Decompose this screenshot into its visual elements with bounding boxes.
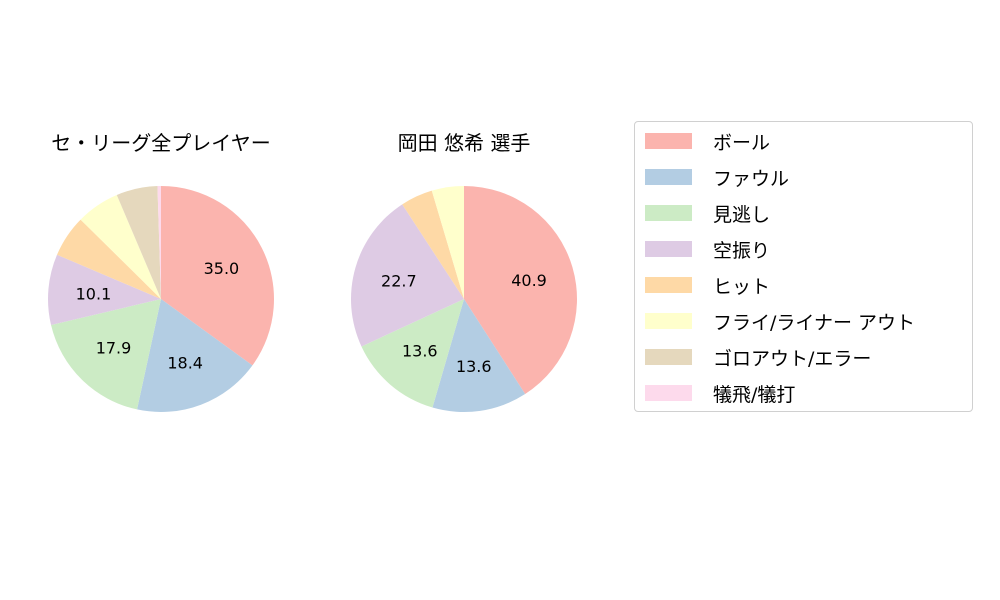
legend-label: 犠飛/犠打 xyxy=(713,383,796,406)
pie-slice xyxy=(47,254,161,326)
legend-swatch xyxy=(645,277,692,293)
legend-label: ヒット xyxy=(713,275,771,298)
pie-slice xyxy=(80,195,161,299)
slice-value-label: 13.6 xyxy=(402,341,438,360)
pie-slice xyxy=(57,219,161,299)
slice-value-label: 22.7 xyxy=(381,271,417,290)
pie-slice xyxy=(137,299,253,413)
legend-swatch xyxy=(645,169,692,185)
pie-slice xyxy=(161,186,274,366)
pie-slice xyxy=(51,299,161,410)
pie-slice xyxy=(361,299,464,408)
legend-label: フライ/ライナー アウト xyxy=(713,311,916,334)
pie-slice xyxy=(402,190,464,299)
pie-chart-player: 40.9 13.6 13.6 22.7 xyxy=(351,186,578,412)
pie-slice xyxy=(464,186,578,395)
legend-item-fly-out: フライ/ライナー アウト xyxy=(645,309,916,334)
legend-item-called-strike: 見逃し xyxy=(645,201,771,226)
slice-value-label: 18.4 xyxy=(167,353,203,372)
legend-label: ボール xyxy=(713,131,771,154)
left-chart-title: セ・リーグ全プレイヤー xyxy=(51,131,271,155)
legend-swatch xyxy=(645,385,692,401)
legend-item-swinging-strike: 空振り xyxy=(645,237,771,262)
legend-label: ファウル xyxy=(713,167,790,190)
legend: ボール ファウル 見逃し 空振り ヒット フライ/ライナー アウト ゴロアウト/… xyxy=(634,121,973,412)
slice-value-label: 17.9 xyxy=(96,338,132,357)
pie-slice xyxy=(157,186,161,299)
legend-swatch xyxy=(645,241,692,257)
pie-slice xyxy=(432,299,526,412)
slice-value-label: 10.1 xyxy=(76,284,112,303)
pie-chart-league: 35.0 18.4 17.9 10.1 xyxy=(47,186,274,413)
legend-item-hit: ヒット xyxy=(645,273,771,298)
legend-label: ゴロアウト/エラー xyxy=(713,347,872,370)
pie-slice xyxy=(431,186,464,299)
slice-value-label: 35.0 xyxy=(204,259,240,278)
legend-swatch xyxy=(645,349,692,365)
legend-item-ground-out: ゴロアウト/エラー xyxy=(645,345,872,370)
slice-value-label: 40.9 xyxy=(511,271,547,290)
legend-swatch xyxy=(645,205,692,221)
pie-slice xyxy=(351,204,464,347)
right-chart-title: 岡田 悠希 選手 xyxy=(397,131,531,155)
legend-item-sacrifice: 犠飛/犠打 xyxy=(645,381,796,406)
legend-swatch xyxy=(645,133,692,149)
slice-value-label: 13.6 xyxy=(456,357,492,376)
legend-label: 空振り xyxy=(713,239,771,262)
legend-label: 見逃し xyxy=(713,203,771,226)
pie-slice xyxy=(116,186,161,299)
legend-swatch xyxy=(645,313,692,329)
legend-item-ball: ボール xyxy=(645,129,771,154)
legend-item-foul: ファウル xyxy=(645,165,790,190)
